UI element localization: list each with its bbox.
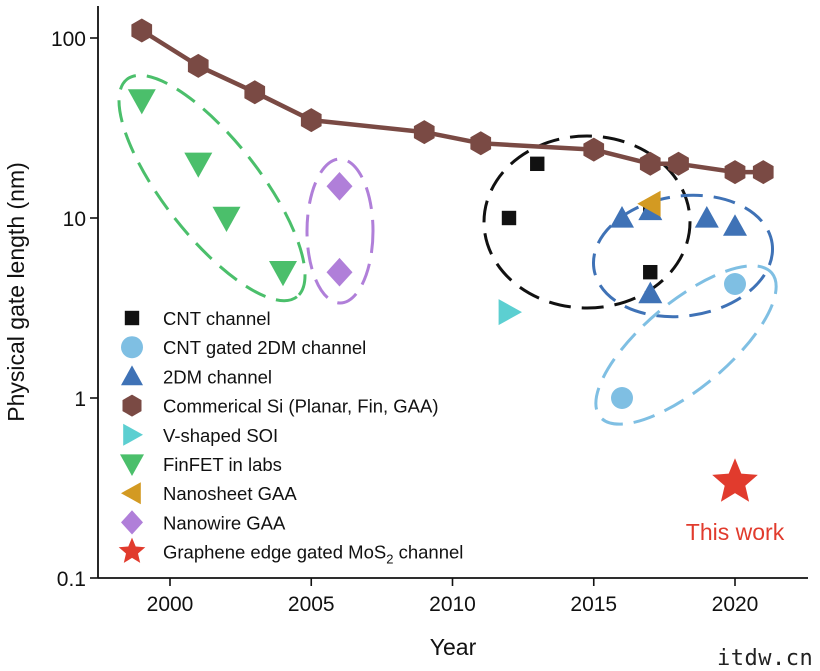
data-point-commerical-si-planar-fin-gaa: [583, 137, 605, 162]
legend-label-commerical-si-planar-fin-gaa: Commerical Si (Planar, Fin, GAA): [163, 396, 439, 417]
data-point-commerical-si-planar-fin-gaa: [300, 108, 322, 133]
legend-marker-nanowire-gaa: [121, 510, 143, 535]
legend-label-tail: channel: [393, 542, 463, 563]
legend-subscript: 2: [386, 552, 393, 567]
data-point-cnt-channel: [501, 210, 517, 226]
grouping-ellipse-cnt-channel: [482, 134, 692, 310]
x-axis-title: Year: [430, 634, 477, 660]
grouping-ellipse-cnt-gated-2dm-channel: [594, 264, 778, 426]
legend-label-finfet-in-labs: FinFET in labs: [163, 454, 282, 475]
data-point-cnt-channel: [530, 156, 545, 172]
y-tick-label: 1: [74, 388, 86, 411]
legend-marker-nanosheet-gaa: [121, 482, 141, 505]
data-point-nanowire-gaa: [326, 172, 353, 201]
this-work-annotation: This work: [686, 519, 785, 545]
data-point-2dm-channel: [694, 206, 719, 228]
legend-marker-cnt-channel: [124, 310, 140, 326]
y-tick-label: 10: [63, 208, 86, 231]
data-point-commerical-si-planar-fin-gaa: [131, 18, 153, 43]
x-tick-label: 2005: [288, 593, 335, 616]
watermark: itdw.cn: [717, 646, 814, 671]
data-point-finfet-in-labs: [212, 206, 241, 232]
data-point-commerical-si-planar-fin-gaa: [752, 160, 774, 185]
grouping-ellipse-2dm-channel: [591, 193, 775, 319]
legend-marker-finfet-in-labs: [120, 454, 144, 476]
series: [127, 18, 774, 502]
data-point-graphene-edge-gated-mos2-channel: [712, 458, 758, 502]
y-tick-label: 100: [51, 28, 86, 51]
legend-marker-cnt-gated-2dm-channel: [121, 336, 143, 359]
grouping-ellipses: [117, 73, 778, 426]
x-tick-label: 2010: [429, 593, 476, 616]
y-axis-title: Physical gate length (nm): [3, 162, 29, 422]
legend-marker-commerical-si-planar-fin-gaa: [122, 394, 142, 417]
legend: CNT channel CNT gated 2DM channel 2DM chan…: [118, 308, 463, 567]
data-point-2dm-channel: [723, 214, 747, 236]
grouping-ellipse-finfet-in-labs: [117, 73, 307, 303]
data-point-commerical-si-planar-fin-gaa: [187, 53, 209, 78]
legend-label-graphene-edge-gated-mos2-channel: Graphene edge gated MoS2 channel: [163, 542, 463, 567]
series-line-commerical-si-planar-fin-gaa: [140, 28, 764, 175]
legend-marker-v-shaped-soi: [123, 423, 143, 446]
ticks: 2000 2005 2010 2015 2020 0.1 1 10 100: [51, 28, 758, 616]
data-point-v-shaped-soi: [498, 299, 522, 326]
data-point-commerical-si-planar-fin-gaa: [724, 160, 746, 185]
x-tick-label: 2020: [712, 593, 759, 616]
data-point-finfet-in-labs: [184, 152, 213, 178]
data-point-2dm-channel: [610, 206, 634, 228]
x-tick-label: 2015: [570, 593, 617, 616]
legend-label-cnt-gated-2dm-channel: CNT gated 2DM channel: [163, 337, 366, 358]
y-tick-label: 0.1: [57, 568, 86, 591]
legend-marker-graphene-edge-gated-mos2-channel: [118, 537, 146, 563]
legend-label-v-shaped-soi: V-shaped SOI: [163, 425, 278, 446]
data-point-2dm-channel: [638, 281, 663, 304]
legend-label-cnt-channel: CNT channel: [163, 308, 271, 329]
data-point-nanowire-gaa: [326, 257, 353, 287]
x-tick-label: 2000: [147, 593, 194, 616]
data-point-cnt-gated-2dm-channel: [611, 387, 633, 409]
data-point-cnt-gated-2dm-channel: [724, 272, 746, 295]
legend-label-nanosheet-gaa: Nanosheet GAA: [163, 483, 297, 504]
data-point-commerical-si-planar-fin-gaa: [244, 80, 266, 105]
data-point-commerical-si-planar-fin-gaa: [668, 151, 689, 176]
legend-label-nanowire-gaa: Nanowire GAA: [163, 512, 286, 533]
data-point-commerical-si-planar-fin-gaa: [413, 120, 435, 145]
data-point-commerical-si-planar-fin-gaa: [639, 151, 661, 176]
data-point-finfet-in-labs: [127, 89, 156, 115]
legend-marker-2dm-channel: [121, 365, 143, 386]
data-point-commerical-si-planar-fin-gaa: [470, 131, 492, 156]
data-point-nanosheet-gaa: [637, 190, 661, 217]
legend-label-2dm-channel: 2DM channel: [163, 366, 272, 387]
grouping-ellipse-nanowire-gaa: [305, 157, 375, 305]
data-point-cnt-channel: [643, 264, 658, 280]
data-point-finfet-in-labs: [269, 261, 297, 287]
